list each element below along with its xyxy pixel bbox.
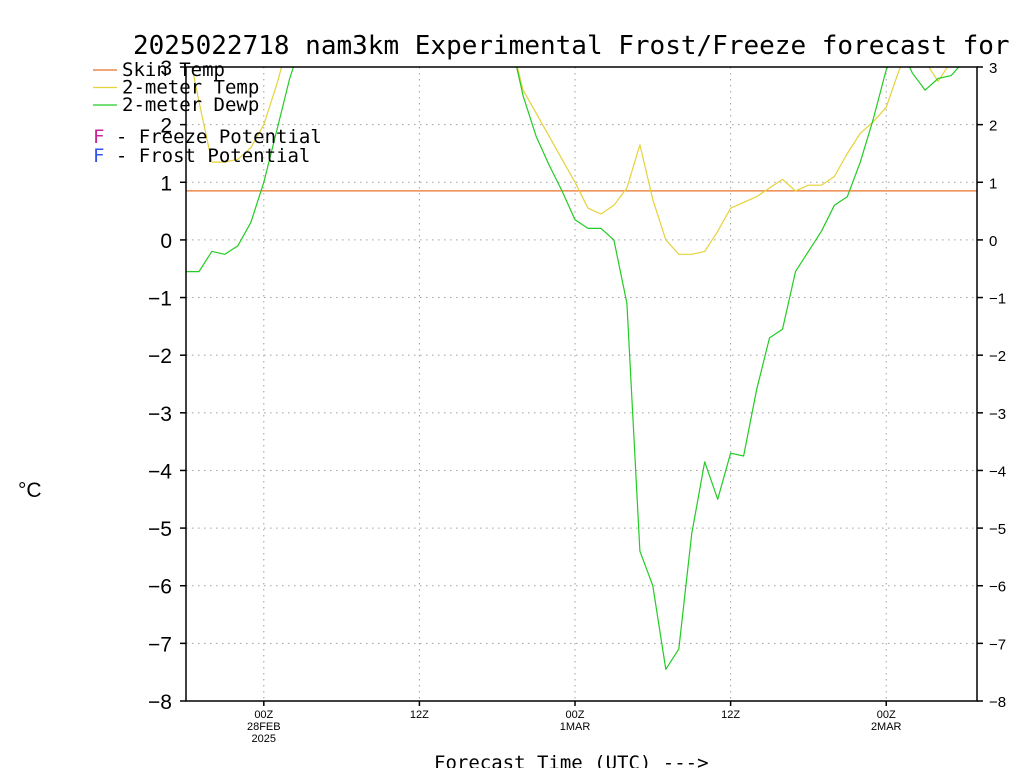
y-tick-label-right: 2 <box>989 118 997 135</box>
y-axis-right: −8 −7 −6 −5 −4 −3 −2 −1 0 1 2 3 <box>977 60 1006 711</box>
legend-label: Skin Temp <box>122 59 225 81</box>
y-tick-label: 1 <box>160 172 172 195</box>
series-line-2-meter-dewp <box>186 67 960 670</box>
y-tick-label-right: −2 <box>989 348 1006 365</box>
x-tick-label: 12Z <box>410 709 429 721</box>
y-tick-label: 3 <box>160 57 172 80</box>
annotation-letter: F <box>93 126 104 148</box>
annotation-text: - Freeze Potential <box>104 126 321 148</box>
y-tick-label-right: −5 <box>989 521 1006 538</box>
y-tick-label-right: −8 <box>989 694 1006 711</box>
y-tick-label: 0 <box>160 230 172 253</box>
x-tick-label: 12Z <box>721 709 740 721</box>
y-tick-label-right: 3 <box>989 60 997 77</box>
x-tick-sublabel: 2MAR <box>871 721 902 733</box>
series-layer <box>186 67 977 670</box>
y-tick-label: 2 <box>160 115 172 138</box>
x-axis-label: Forecast Time (UTC) ---> <box>434 752 709 768</box>
x-tick-sublabel: 28FEB <box>247 721 281 733</box>
y-tick-label: −4 <box>148 460 172 483</box>
y-tick-label-right: 0 <box>989 233 997 250</box>
y-tick-label: −6 <box>148 576 172 599</box>
legend-label: 2-meter Dewp <box>122 94 259 116</box>
series-line-2-meter-temp <box>191 67 949 255</box>
annotation-freeze: F - Freeze Potential <box>93 126 322 148</box>
x-tick-sublabel: 2025 <box>252 733 276 745</box>
y-tick-label: −3 <box>148 403 172 426</box>
x-tick-label: 00Z <box>566 709 585 721</box>
y-tick-label: −7 <box>148 633 172 656</box>
plot-frame <box>185 66 978 702</box>
y-axis-label: °C <box>18 479 42 502</box>
y-tick-label: −2 <box>148 345 172 368</box>
x-tick-sublabel: 1MAR <box>560 721 591 733</box>
y-tick-label-right: −7 <box>989 636 1006 653</box>
y-tick-label: −1 <box>148 288 172 311</box>
x-tick-label: 00Z <box>254 709 273 721</box>
y-tick-label-right: −1 <box>989 291 1006 308</box>
y-tick-label-right: −4 <box>989 463 1006 480</box>
annotation-text: - Frost Potential <box>104 145 310 167</box>
annotation-letter: F <box>93 145 104 167</box>
x-tick-label: 00Z <box>877 709 896 721</box>
annotation-frost: F - Frost Potential <box>93 145 310 167</box>
y-axis-left: −8 −7 −6 −5 −4 −3 −2 −1 0 1 2 3 <box>148 57 186 714</box>
chart-title: 2025022718 nam3km Experimental Frost/Fre… <box>133 31 1024 61</box>
y-tick-label: −8 <box>148 691 172 714</box>
y-tick-label-right: −6 <box>989 579 1006 596</box>
y-tick-label-right: 1 <box>989 175 997 192</box>
legend-label: 2-meter Temp <box>122 77 259 99</box>
grid <box>186 67 977 701</box>
y-tick-label-right: −3 <box>989 406 1006 423</box>
y-tick-label: −5 <box>148 518 172 541</box>
